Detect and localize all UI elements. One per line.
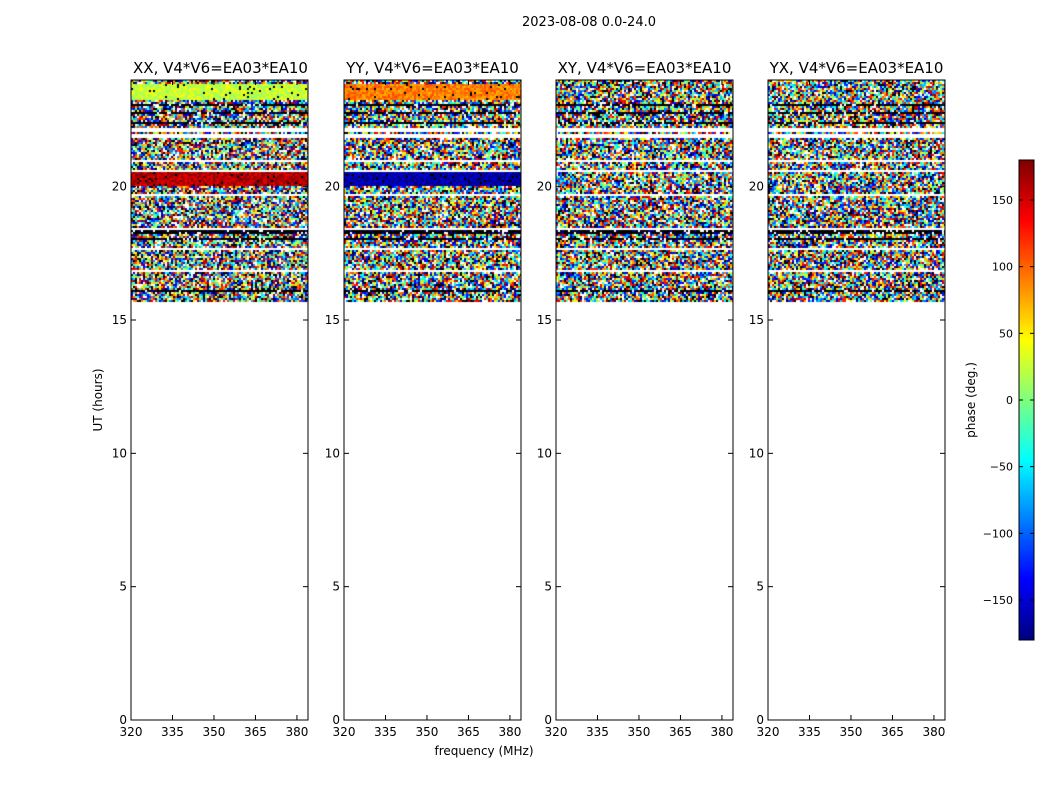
y-tick-label: 5	[756, 580, 764, 594]
x-tick-label: 380	[285, 725, 308, 739]
y-tick-label: 0	[332, 713, 340, 727]
colorbar-tick-label: 0	[1006, 394, 1013, 407]
x-tick-label: 335	[586, 725, 609, 739]
y-tick-label: 15	[537, 313, 552, 327]
x-tick-label: 365	[244, 725, 267, 739]
x-tick-label: 320	[545, 725, 568, 739]
y-tick-label: 20	[112, 180, 127, 194]
y-tick-label: 10	[749, 446, 764, 460]
y-tick-label: 0	[544, 713, 552, 727]
x-tick-label: 320	[333, 725, 356, 739]
x-axis-label: frequency (MHz)	[434, 744, 533, 758]
phase-heatmap-yy	[344, 80, 521, 720]
panel-title-yy: YY, V4*V6=EA03*EA10	[345, 59, 519, 77]
y-tick-label: 10	[537, 446, 552, 460]
x-tick-label: 335	[798, 725, 821, 739]
colorbar-tick-label: −150	[983, 594, 1013, 607]
y-tick-label: 15	[325, 313, 340, 327]
colorbar-tick-label: −100	[983, 527, 1013, 540]
y-axis-label: UT (hours)	[91, 368, 105, 431]
panel-yy: YY, V4*V6=EA03*EA10 320 335 350 365 380 0 5 10 1…	[325, 59, 522, 739]
x-tick-label: 335	[161, 725, 184, 739]
panel-xy: XY, V4*V6=EA03*EA10 320 335 350 365 380 0 5 10 1…	[537, 59, 734, 739]
panel-title-xy: XY, V4*V6=EA03*EA10	[558, 59, 732, 77]
y-tick-label: 5	[332, 580, 340, 594]
y-tick-label: 5	[119, 580, 127, 594]
colorbar-tick-label: 150	[992, 194, 1013, 207]
phase-heatmap-xy	[556, 80, 733, 720]
x-tick-label: 350	[628, 725, 651, 739]
x-tick-label: 365	[457, 725, 480, 739]
colorbar-label: phase (deg.)	[964, 362, 978, 438]
y-tick-label: 5	[544, 580, 552, 594]
x-tick-label: 320	[757, 725, 780, 739]
colorbar-gradient	[1019, 160, 1034, 640]
x-tick-label: 335	[374, 725, 397, 739]
panel-title-xx: XX, V4*V6=EA03*EA10	[133, 59, 308, 77]
x-tick-label: 365	[669, 725, 692, 739]
panel-title-yx: YX, V4*V6=EA03*EA10	[769, 59, 944, 77]
x-tick-label: 380	[710, 725, 733, 739]
x-tick-label: 380	[498, 725, 521, 739]
x-tick-label: 350	[416, 725, 439, 739]
y-tick-label: 10	[325, 446, 340, 460]
y-tick-label: 10	[112, 446, 127, 460]
plot-frame	[555, 79, 734, 721]
y-tick-label: 0	[119, 713, 127, 727]
x-tick-label: 320	[120, 725, 143, 739]
plot-frame	[130, 79, 309, 721]
x-tick-label: 350	[840, 725, 863, 739]
x-tick-label: 365	[881, 725, 904, 739]
plot-frame	[343, 79, 522, 721]
y-tick-label: 20	[749, 180, 764, 194]
panel-yx: YX, V4*V6=EA03*EA10 320 335 350 365 380 0 5 10 1…	[749, 59, 946, 739]
panel-xx: XX, V4*V6=EA03*EA10 320 335 350 365 380 0 5 10 1…	[112, 59, 309, 739]
colorbar: −150 −100 −50 0 50 100 150	[983, 159, 1035, 641]
figure-title: 2023-08-08 0.0-24.0	[522, 15, 656, 30]
phase-heatmap-yx	[768, 80, 945, 720]
y-tick-label: 15	[749, 313, 764, 327]
y-tick-label: 20	[325, 180, 340, 194]
x-tick-label: 380	[922, 725, 945, 739]
y-tick-label: 0	[756, 713, 764, 727]
colorbar-tick-label: −50	[990, 461, 1013, 474]
colorbar-tick-label: 100	[992, 261, 1013, 274]
y-tick-label: 20	[537, 180, 552, 194]
x-tick-label: 350	[203, 725, 226, 739]
colorbar-tick-label: 50	[999, 327, 1013, 340]
plot-frame	[767, 79, 946, 721]
y-tick-label: 15	[112, 313, 127, 327]
phase-heatmap-xx	[131, 80, 308, 720]
